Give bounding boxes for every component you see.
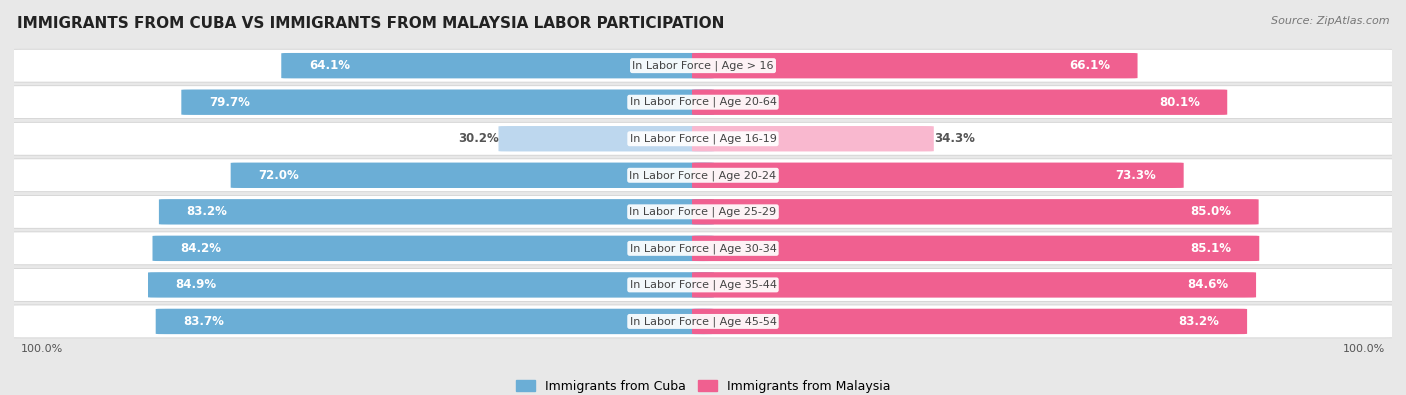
FancyBboxPatch shape <box>692 236 1260 261</box>
FancyBboxPatch shape <box>148 272 714 297</box>
Text: In Labor Force | Age 16-19: In Labor Force | Age 16-19 <box>630 134 776 144</box>
Text: 100.0%: 100.0% <box>1343 344 1385 354</box>
FancyBboxPatch shape <box>692 199 1258 224</box>
FancyBboxPatch shape <box>7 196 1399 228</box>
Text: 83.2%: 83.2% <box>1178 315 1219 328</box>
FancyBboxPatch shape <box>7 232 1399 265</box>
FancyBboxPatch shape <box>692 272 1256 297</box>
FancyBboxPatch shape <box>7 269 1399 301</box>
FancyBboxPatch shape <box>692 126 934 151</box>
FancyBboxPatch shape <box>7 159 1399 192</box>
FancyBboxPatch shape <box>692 309 1247 334</box>
Text: 83.7%: 83.7% <box>183 315 224 328</box>
Text: 30.2%: 30.2% <box>458 132 499 145</box>
Text: In Labor Force | Age 20-64: In Labor Force | Age 20-64 <box>630 97 776 107</box>
Text: 72.0%: 72.0% <box>259 169 299 182</box>
Text: 84.2%: 84.2% <box>180 242 221 255</box>
Text: IMMIGRANTS FROM CUBA VS IMMIGRANTS FROM MALAYSIA LABOR PARTICIPATION: IMMIGRANTS FROM CUBA VS IMMIGRANTS FROM … <box>17 16 724 31</box>
FancyBboxPatch shape <box>7 49 1399 82</box>
Text: In Labor Force | Age > 16: In Labor Force | Age > 16 <box>633 60 773 71</box>
Text: In Labor Force | Age 35-44: In Labor Force | Age 35-44 <box>630 280 776 290</box>
FancyBboxPatch shape <box>7 122 1399 155</box>
Text: 34.3%: 34.3% <box>934 132 974 145</box>
Text: 85.1%: 85.1% <box>1191 242 1232 255</box>
FancyBboxPatch shape <box>7 86 1399 118</box>
Text: 80.1%: 80.1% <box>1159 96 1199 109</box>
FancyBboxPatch shape <box>231 163 714 188</box>
Text: In Labor Force | Age 20-24: In Labor Force | Age 20-24 <box>630 170 776 181</box>
Text: 73.3%: 73.3% <box>1115 169 1156 182</box>
FancyBboxPatch shape <box>159 199 714 224</box>
FancyBboxPatch shape <box>499 126 714 151</box>
Text: 83.2%: 83.2% <box>187 205 228 218</box>
Text: In Labor Force | Age 25-29: In Labor Force | Age 25-29 <box>630 207 776 217</box>
FancyBboxPatch shape <box>692 90 1227 115</box>
FancyBboxPatch shape <box>692 163 1184 188</box>
Text: Source: ZipAtlas.com: Source: ZipAtlas.com <box>1271 16 1389 26</box>
FancyBboxPatch shape <box>181 90 714 115</box>
FancyBboxPatch shape <box>152 236 714 261</box>
Legend: Immigrants from Cuba, Immigrants from Malaysia: Immigrants from Cuba, Immigrants from Ma… <box>510 375 896 395</box>
Text: In Labor Force | Age 30-34: In Labor Force | Age 30-34 <box>630 243 776 254</box>
Text: 100.0%: 100.0% <box>21 344 63 354</box>
Text: 84.6%: 84.6% <box>1188 278 1229 292</box>
Text: 64.1%: 64.1% <box>309 59 350 72</box>
FancyBboxPatch shape <box>156 309 714 334</box>
Text: 79.7%: 79.7% <box>209 96 250 109</box>
FancyBboxPatch shape <box>281 53 714 78</box>
Text: 85.0%: 85.0% <box>1189 205 1232 218</box>
Text: In Labor Force | Age 45-54: In Labor Force | Age 45-54 <box>630 316 776 327</box>
Text: 84.9%: 84.9% <box>176 278 217 292</box>
FancyBboxPatch shape <box>692 53 1137 78</box>
Text: 66.1%: 66.1% <box>1069 59 1109 72</box>
FancyBboxPatch shape <box>7 305 1399 338</box>
